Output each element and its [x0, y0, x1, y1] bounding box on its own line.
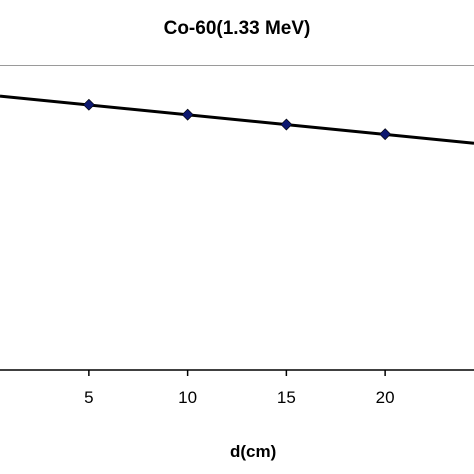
data-point-marker: [181, 108, 194, 121]
x-tick-label: 20: [376, 388, 395, 407]
trend-line: [0, 94, 474, 145]
x-tick-labels: 5 10 15 20: [84, 388, 394, 407]
x-tick-label: 5: [84, 388, 93, 407]
chart-title: Co-60(1.33 MeV): [163, 18, 311, 39]
data-points: [82, 98, 392, 141]
x-tick-label: 15: [277, 388, 296, 407]
x-axis-label: d(cm): [230, 442, 277, 461]
data-point-marker: [280, 118, 293, 131]
x-tick-label: 10: [178, 388, 197, 407]
x-ticks: [88, 370, 386, 376]
chart-title-box: Co-60(1.33 MeV): [0, 0, 474, 66]
data-point-marker: [379, 128, 392, 141]
data-point-marker: [82, 98, 95, 111]
